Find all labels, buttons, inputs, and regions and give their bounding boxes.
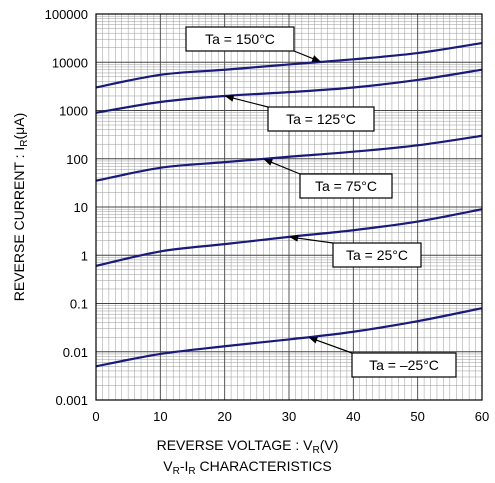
y-tick-label: 10: [74, 200, 88, 215]
annotation-label: Ta = –25°C: [369, 357, 439, 373]
annotation-label: Ta = 150°C: [205, 31, 275, 47]
annotation-leader: [265, 159, 301, 175]
major-grid: [95, 14, 483, 401]
annotation-arrowhead: [308, 336, 318, 344]
annotation-label: Ta = 75°C: [315, 178, 377, 194]
subtitle-tail: CHARACTERISTICS: [195, 458, 332, 474]
x-axis-title-main: REVERSE VOLTAGE : V: [156, 437, 313, 453]
annotation-box: [267, 106, 375, 132]
series-line: [95, 307, 483, 368]
annotations: Ta = 150°C Ta = 125°C Ta = 75°C Ta = 25°C Ta…: [185, 26, 457, 378]
y-axis-title-tail: (μA): [11, 113, 27, 140]
y-tick-label: 100000: [45, 7, 88, 22]
x-axis-title: REVERSE VOLTAGE : VR(V): [0, 437, 495, 456]
y-tick-label: 1: [81, 248, 88, 263]
y-tick-label: 0.1: [70, 297, 88, 312]
x-tick-label: 0: [92, 409, 99, 424]
x-axis-title-tail: (V): [319, 437, 339, 453]
chart-subtitle: VR-IR CHARACTERISTICS: [0, 458, 495, 477]
annotation-label: Ta = 125°C: [286, 111, 356, 127]
series-line: [95, 68, 483, 114]
annotation-box: [299, 173, 393, 199]
y-tick-label: 100: [66, 152, 88, 167]
y-tick-label: 0.01: [63, 345, 88, 360]
x-tick-label: 40: [346, 409, 360, 424]
data-curves: [95, 41, 483, 368]
x-tick-label: 10: [153, 409, 167, 424]
subtitle-a: V: [163, 458, 173, 474]
annotation-leader: [291, 236, 334, 244]
subtitle-b-sub: R: [188, 466, 196, 477]
y-axis-title-sub: R: [19, 139, 30, 146]
series-line: [95, 134, 483, 182]
x-tick-labels: 0 10 20 30 40 50 60: [92, 409, 489, 424]
subtitle-a-sub: R: [172, 466, 180, 477]
annotation-arrowhead: [224, 94, 235, 102]
y-tick-label: 0.001: [55, 393, 88, 408]
annotation-box: [351, 352, 457, 378]
x-tick-label: 30: [282, 409, 296, 424]
annotation-box: [185, 26, 295, 52]
series-line: [95, 41, 483, 89]
y-tick-labels: 0.001 0.01 0.1 1 10 100 1000 10000 100000: [45, 7, 88, 408]
subtitle-mid: -I: [179, 458, 189, 474]
annotation-leader: [227, 96, 269, 108]
x-tick-label: 50: [410, 409, 424, 424]
annotation-arrowhead: [263, 158, 273, 166]
annotation-label: Ta = 25°C: [346, 247, 408, 263]
annotation-arrowhead: [311, 55, 322, 62]
x-tick-label: 60: [475, 409, 489, 424]
annotation-box: [332, 242, 422, 268]
y-tick-label: 1000: [59, 104, 88, 119]
y-axis-title: REVERSE CURRENT : IR(μA): [11, 113, 30, 302]
x-tick-label: 20: [217, 409, 231, 424]
y-axis-title-main: REVERSE CURRENT : I: [11, 147, 27, 302]
plot-frame: [95, 13, 483, 401]
annotation-arrowhead: [289, 234, 299, 242]
annotation-leader: [310, 337, 353, 354]
series-line: [95, 208, 483, 268]
x-axis-title-sub: R: [312, 445, 320, 456]
y-tick-label: 10000: [52, 55, 88, 70]
